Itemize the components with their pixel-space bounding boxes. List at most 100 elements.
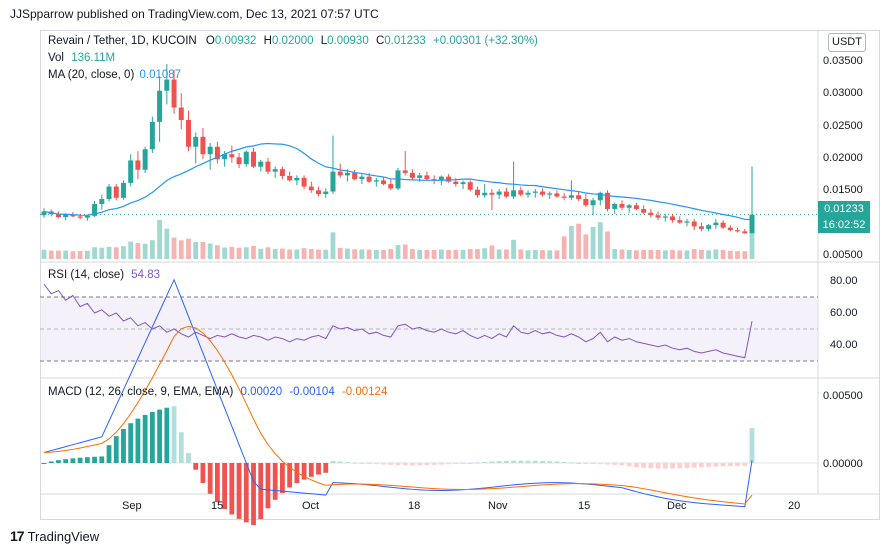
macd-hist-bar — [200, 463, 206, 484]
candle-body — [308, 186, 314, 191]
volume-bar — [648, 249, 654, 259]
volume-value: 136.11M — [71, 52, 116, 64]
volume-bar — [280, 248, 285, 259]
volume-bar — [706, 250, 712, 259]
volume-bar — [475, 249, 480, 259]
volume-bar — [294, 249, 300, 259]
candle-body — [525, 192, 531, 195]
candle-body — [735, 230, 741, 232]
volume-bar — [735, 251, 740, 259]
volume-bar — [590, 226, 596, 259]
currency-button[interactable]: USDT — [828, 33, 866, 52]
candle-body — [605, 192, 611, 209]
macd-signal-line — [43, 325, 753, 505]
ma-legend: MA (20, close, 0) 0.01087 — [48, 69, 181, 81]
volume-bar — [388, 249, 394, 259]
macd-hist-bar — [316, 463, 321, 475]
candle-body — [258, 161, 264, 167]
time-tick: 18 — [408, 500, 421, 512]
macd-hist-bar — [402, 463, 408, 466]
rsi-tick: 60.00 — [830, 307, 858, 319]
last-price: 0.01233 — [824, 203, 864, 215]
volume-bar — [92, 247, 97, 259]
volume-bar — [576, 223, 582, 259]
macd-hist-bar — [446, 463, 451, 465]
macd-hist-bar — [619, 463, 625, 466]
volume-bar — [193, 242, 199, 259]
candle-body — [200, 136, 206, 155]
candle-body — [185, 120, 191, 147]
candle-body — [229, 154, 235, 158]
candle-body — [77, 216, 83, 218]
candle-body — [301, 177, 307, 187]
volume-bar — [540, 250, 545, 259]
price-tick: 0.02000 — [823, 152, 863, 164]
volume-bar — [56, 250, 61, 259]
macd-hist-bar — [63, 459, 69, 463]
volume-bar — [720, 249, 726, 259]
volume-bar — [48, 250, 54, 259]
volume-bar — [626, 249, 632, 259]
volume-bar — [597, 222, 603, 259]
candle-body — [164, 79, 170, 91]
volume-bar — [446, 249, 451, 259]
price-tick: 0.03000 — [823, 87, 863, 99]
volume-bar — [207, 243, 213, 259]
macd-hist-bar — [691, 463, 697, 468]
volume-bar — [366, 249, 372, 259]
macd-hist-bar — [352, 462, 358, 464]
candle-body — [193, 136, 199, 147]
volume-bar — [619, 249, 625, 259]
macd-hist-bar — [532, 460, 538, 463]
macd-hist-bar — [388, 463, 394, 465]
volume-bar — [662, 250, 668, 259]
volume-bar — [359, 249, 365, 259]
volume-bar — [251, 245, 256, 259]
candle-body — [352, 172, 358, 180]
macd-hist-bar — [345, 462, 350, 464]
volume-bar — [525, 250, 531, 259]
volume-bar — [323, 249, 329, 259]
macd-hist-bar — [272, 463, 278, 500]
macd-hist-bar — [655, 463, 661, 469]
macd-hist-bar — [186, 453, 191, 463]
macd-hist-bar — [106, 445, 112, 463]
volume-bar — [113, 247, 119, 259]
candle-body — [178, 107, 184, 120]
macd-hist-bar — [410, 463, 415, 466]
macd-hist-bar — [583, 463, 589, 464]
macd-hist-bar — [496, 461, 502, 463]
volume-bar — [612, 249, 618, 259]
candle-body — [453, 181, 459, 185]
macd-hist-bar — [92, 456, 97, 463]
macd-hist-bar — [467, 462, 473, 464]
candle-body — [120, 182, 126, 198]
volume-bar — [381, 249, 386, 259]
macd-hist-bar — [475, 462, 480, 464]
candle-body — [381, 180, 387, 185]
candle-body — [402, 170, 408, 173]
volume-bar — [395, 245, 401, 259]
macd-hist-bar — [48, 461, 54, 463]
macd-hist-bar — [699, 463, 704, 468]
candle-body — [294, 177, 300, 181]
macd-hist-bar — [366, 463, 372, 464]
macd-hist-bar — [417, 463, 423, 466]
candle-body — [142, 149, 148, 170]
candle-body — [503, 191, 509, 197]
volume-bar — [214, 245, 220, 259]
macd-hist-bar — [84, 457, 90, 463]
candle-body — [214, 146, 220, 160]
macd-hist-bar — [171, 406, 177, 463]
candle-body — [561, 196, 567, 198]
volume-bar — [186, 238, 191, 259]
volume-bar — [272, 249, 278, 259]
volume-bar — [641, 249, 647, 259]
macd-hist-bar — [626, 463, 632, 467]
footer-brand[interactable]: ⁠17 TradingView — [10, 528, 99, 544]
candle-body — [366, 176, 372, 182]
macd-hist-bar — [41, 463, 47, 464]
volume-label: Vol — [48, 52, 64, 64]
volume-bar — [229, 246, 235, 259]
